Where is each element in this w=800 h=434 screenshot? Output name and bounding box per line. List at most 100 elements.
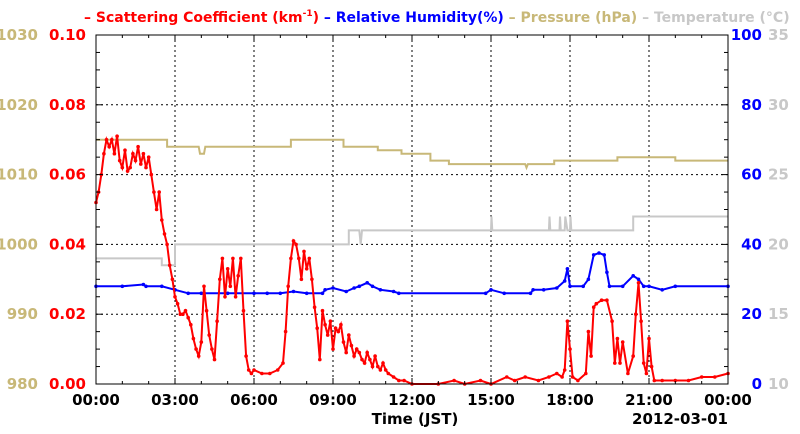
data-point [376, 364, 380, 369]
data-point [149, 172, 154, 177]
pressure-tick-label: 1020 [0, 96, 38, 114]
axis-tick-labels: 00:00 03:00 06:00 09:00 12:00 15:00 18:00 21:00… [0, 26, 789, 409]
legend-item-0: – Scattering Coefficient (km [84, 10, 303, 26]
data-point [362, 361, 367, 365]
pressure-tick-label: 980 [7, 375, 38, 393]
data-point [357, 284, 362, 289]
data-point [528, 291, 533, 296]
data-point [686, 378, 691, 383]
data-point [220, 256, 225, 261]
data-point [331, 286, 335, 290]
data-point [631, 354, 635, 358]
data-point [594, 301, 599, 306]
data-point [505, 375, 509, 379]
data-point [320, 291, 325, 296]
data-point [354, 347, 359, 351]
data-point [186, 291, 190, 296]
data-point [144, 284, 148, 289]
data-point [297, 256, 301, 261]
data-point [120, 165, 125, 170]
data-point [347, 333, 351, 337]
data-point [344, 289, 349, 294]
data-point [233, 295, 238, 299]
data-point [141, 151, 146, 156]
data-point [173, 295, 177, 299]
data-point [241, 308, 246, 313]
data-point [265, 291, 270, 296]
data-point [636, 277, 641, 282]
data-point [523, 375, 527, 379]
humidity-tick-label: 100 [731, 26, 762, 44]
data-point [312, 305, 317, 310]
data-point [131, 151, 135, 156]
data-point [199, 340, 204, 344]
data-point [212, 357, 217, 362]
data-point [713, 375, 717, 379]
data-point [281, 361, 285, 365]
data-point [512, 378, 517, 383]
data-point [323, 322, 327, 327]
data-point [249, 371, 254, 376]
data-point [339, 322, 343, 327]
data-point [597, 251, 601, 255]
data-point [291, 289, 296, 294]
data-point [531, 288, 535, 292]
x-tick-label: 15:00 [467, 391, 515, 409]
data-point [562, 368, 567, 372]
data-point [647, 336, 651, 341]
data-point [252, 291, 256, 296]
data-point [244, 354, 248, 358]
data-point [565, 267, 570, 271]
data-point [299, 277, 304, 282]
data-point [352, 286, 356, 290]
data-point [289, 256, 293, 261]
humidity-tick-label: 80 [741, 96, 762, 114]
data-point [225, 267, 230, 271]
data-point [352, 354, 356, 358]
data-point [541, 288, 546, 292]
data-point [275, 368, 280, 372]
data-point [591, 305, 596, 310]
data-point [170, 277, 175, 282]
data-point [381, 361, 385, 365]
data-point [310, 277, 314, 282]
data-point [560, 375, 564, 379]
series-line-humidity [96, 252, 728, 295]
humidity-tick-label: 40 [741, 235, 762, 253]
data-point [104, 137, 109, 142]
data-point [452, 378, 456, 383]
series-scattering [94, 134, 730, 386]
series-line-scattering [95, 135, 729, 386]
data-point [586, 329, 591, 334]
data-point [160, 218, 164, 222]
legend-item-0-suffix: ) [313, 10, 319, 26]
legend-item-3: – Temperature (°C) [637, 10, 789, 26]
data-point [365, 350, 370, 355]
data-point [117, 158, 122, 163]
scattering-tick-label: 0.00 [49, 375, 86, 393]
data-point [536, 378, 541, 383]
x-tick-label: 18:00 [546, 391, 594, 409]
data-point [112, 151, 117, 156]
data-point [641, 284, 646, 289]
data-point [157, 190, 161, 194]
pressure-tick-label: 1010 [0, 166, 38, 184]
data-point [102, 151, 106, 156]
data-point [246, 368, 251, 372]
data-point [186, 315, 190, 320]
data-point [620, 284, 625, 289]
data-point [110, 137, 114, 142]
data-point [225, 291, 230, 296]
data-point [502, 291, 507, 296]
data-point [613, 361, 617, 365]
data-point [191, 336, 196, 341]
data-point [204, 308, 209, 313]
data-point [107, 144, 111, 149]
data-point [660, 378, 664, 383]
data-point [323, 288, 327, 292]
data-point [268, 371, 272, 376]
data-point [115, 134, 119, 138]
data-point [647, 284, 651, 289]
data-point [341, 340, 346, 344]
data-point [610, 319, 614, 324]
